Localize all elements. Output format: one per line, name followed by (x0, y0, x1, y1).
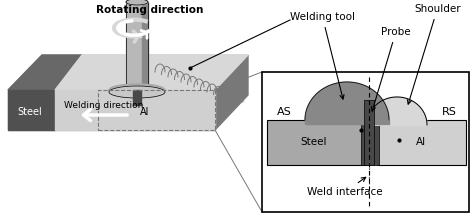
Ellipse shape (109, 86, 165, 98)
Polygon shape (109, 90, 165, 92)
Bar (377, 120, 466, 165)
Polygon shape (215, 55, 248, 130)
Bar (262, 72, 469, 212)
Text: Welding tool: Welding tool (290, 12, 355, 99)
Text: Steel: Steel (18, 107, 42, 117)
Text: Rotating direction: Rotating direction (96, 5, 204, 15)
Polygon shape (8, 55, 248, 90)
Text: Shoulder: Shoulder (408, 4, 461, 104)
Polygon shape (8, 55, 82, 90)
Polygon shape (305, 82, 389, 120)
Polygon shape (55, 55, 248, 90)
Ellipse shape (126, 0, 148, 5)
Text: Welding direction: Welding direction (64, 101, 144, 110)
Polygon shape (55, 90, 215, 130)
Polygon shape (126, 2, 144, 92)
Ellipse shape (109, 84, 165, 96)
Bar (364, 100, 374, 165)
Polygon shape (142, 2, 148, 92)
Text: Probe: Probe (371, 27, 410, 111)
Bar (267, 120, 367, 165)
Text: AS: AS (277, 107, 292, 117)
Text: RS: RS (442, 107, 457, 117)
Polygon shape (367, 97, 427, 125)
Text: Al: Al (416, 137, 426, 147)
Polygon shape (305, 120, 389, 124)
Bar (98, 90, 215, 130)
Bar (361, 120, 379, 165)
Polygon shape (8, 90, 215, 130)
Text: Weld interface: Weld interface (307, 177, 383, 197)
Text: Al: Al (140, 107, 150, 117)
Polygon shape (8, 90, 55, 130)
Polygon shape (133, 90, 141, 105)
Text: Steel: Steel (301, 137, 327, 147)
